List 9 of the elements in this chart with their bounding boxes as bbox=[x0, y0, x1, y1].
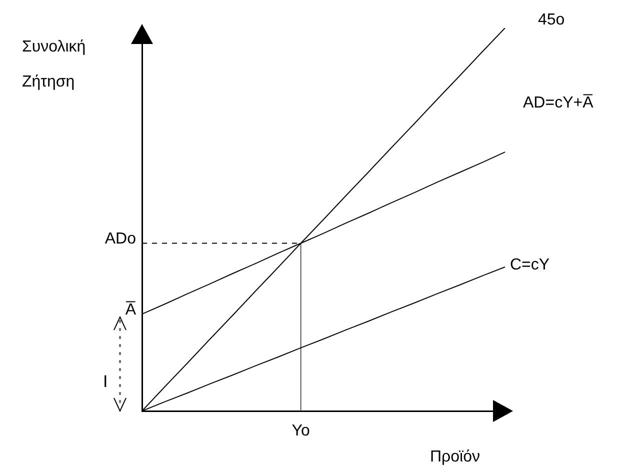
x-axis-title: Προϊόν bbox=[430, 448, 480, 466]
ref-line-label: ADo bbox=[104, 230, 136, 248]
text: 45o bbox=[538, 11, 565, 28]
text: A̅ bbox=[125, 300, 136, 319]
series-label: C=cY bbox=[510, 256, 550, 274]
text: Yo bbox=[292, 422, 310, 440]
text: I bbox=[103, 372, 108, 392]
text: AD=cY+A̅ bbox=[523, 94, 594, 112]
y-axis-title: Συνολική Ζήτηση bbox=[22, 38, 86, 90]
